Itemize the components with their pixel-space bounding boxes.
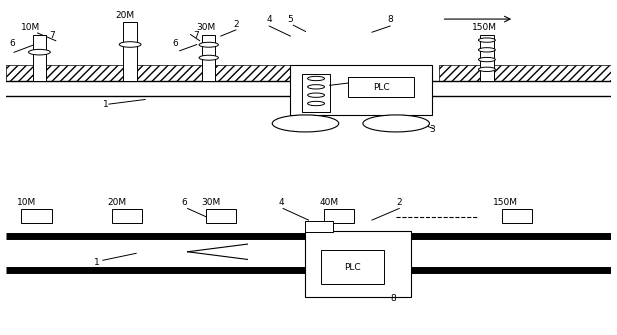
Bar [324, 209, 354, 223]
Circle shape [478, 38, 495, 42]
Text: PLC: PLC [373, 83, 389, 91]
Text: 8: 8 [390, 294, 396, 303]
Text: 4: 4 [266, 15, 272, 24]
Circle shape [478, 48, 495, 52]
Bar [6, 65, 381, 81]
Circle shape [308, 85, 325, 89]
Bar [480, 35, 494, 81]
Text: PLC: PLC [344, 263, 361, 272]
Bar [21, 209, 52, 223]
Text: 30M: 30M [202, 198, 221, 207]
Text: 150M: 150M [472, 23, 497, 32]
Bar [33, 35, 46, 81]
Bar [302, 74, 329, 112]
Text: 10M: 10M [17, 198, 36, 207]
Bar [348, 77, 415, 97]
Bar [502, 209, 532, 223]
Text: 150M: 150M [493, 198, 518, 207]
Circle shape [199, 42, 218, 47]
Text: 4: 4 [278, 198, 284, 207]
Text: 2: 2 [396, 198, 402, 207]
Bar [439, 65, 611, 81]
Circle shape [363, 115, 429, 132]
Text: 1: 1 [94, 258, 99, 267]
Bar [205, 209, 236, 223]
Text: 20M: 20M [115, 10, 134, 19]
Bar [123, 22, 137, 81]
Text: 8: 8 [387, 15, 393, 24]
Text: 6: 6 [9, 39, 15, 48]
Bar [305, 221, 333, 232]
Circle shape [119, 42, 141, 47]
Text: 10M: 10M [21, 23, 41, 32]
Circle shape [28, 49, 51, 55]
Text: 7: 7 [50, 30, 56, 40]
Text: 30M: 30M [197, 23, 216, 32]
Text: 1: 1 [103, 100, 109, 109]
Text: 5: 5 [288, 15, 293, 24]
Circle shape [478, 67, 495, 71]
Bar [291, 65, 433, 115]
Text: 2: 2 [233, 20, 239, 29]
Text: 20M: 20M [108, 198, 127, 207]
Text: 3: 3 [429, 125, 435, 134]
Bar [321, 250, 384, 284]
Bar [112, 209, 142, 223]
Circle shape [308, 76, 325, 81]
Bar [202, 35, 215, 81]
Text: 7: 7 [194, 30, 199, 40]
Circle shape [478, 57, 495, 62]
Circle shape [272, 115, 339, 132]
Text: 6: 6 [181, 198, 188, 207]
Circle shape [199, 55, 218, 60]
Circle shape [308, 102, 325, 106]
Text: 6: 6 [173, 39, 178, 48]
Bar [305, 231, 412, 297]
Text: 40M: 40M [320, 198, 339, 207]
Circle shape [308, 93, 325, 97]
